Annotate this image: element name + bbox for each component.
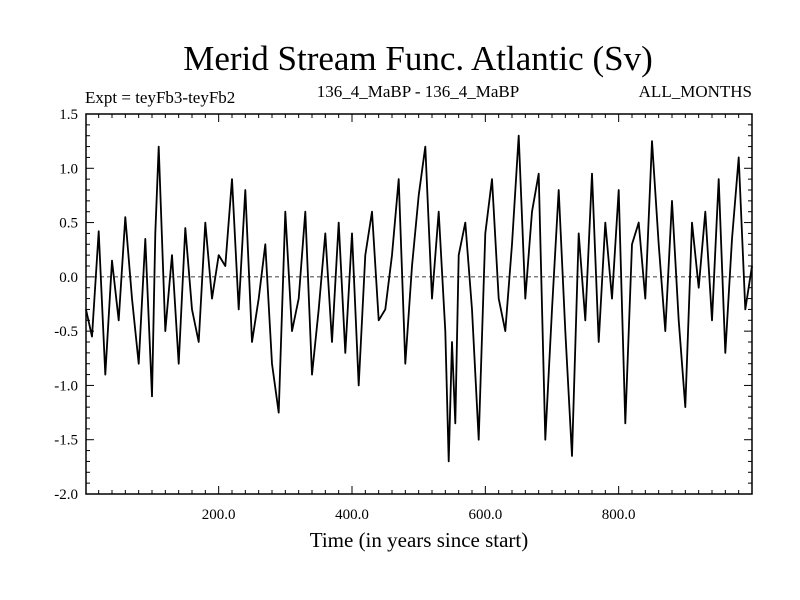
chart-title: Merid Stream Func. Atlantic (Sv) [183,39,653,78]
y-tick-label: -0.5 [54,324,78,340]
y-tick-label: -1.0 [54,378,78,394]
y-tick-label: 1.0 [59,161,78,177]
y-tick-label: 0.0 [59,270,78,286]
x-axis-label: Time (in years since start) [310,528,529,552]
months-label: ALL_MONTHS [639,82,752,101]
plot-frame [85,113,753,495]
x-tick-label: 200.0 [202,507,236,523]
x-tick-label: 600.0 [468,507,502,523]
axis-ticks: 1.5 1.0 0.5 0.0 -0.5 -1.0 -1.5 -2.0 200.0 400.0 60… [54,107,752,523]
y-tick-label: 0.5 [59,216,78,232]
x-tick-label: 800.0 [602,507,636,523]
y-tick-label: -2.0 [54,487,78,503]
x-tick-label: 400.0 [335,507,369,523]
period-label: 136_4_MaBP - 136_4_MaBP [317,82,519,101]
y-tick-label: -1.5 [54,433,78,449]
experiment-label: Expt = teyFb3-teyFb2 [85,88,235,107]
data-series-line [85,134,753,463]
y-tick-label: 1.5 [59,107,78,123]
